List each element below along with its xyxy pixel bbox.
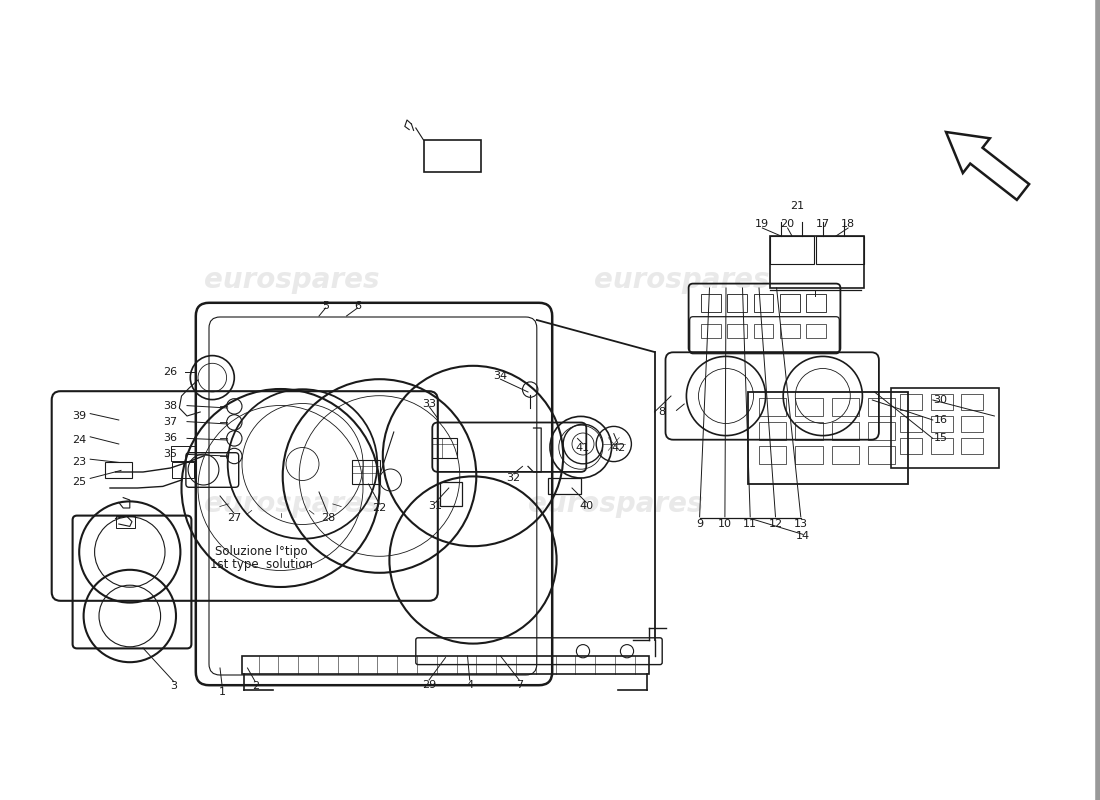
Bar bbox=[432, 438, 456, 458]
Text: 1: 1 bbox=[219, 687, 225, 697]
Bar bbox=[352, 460, 379, 484]
Bar bbox=[759, 422, 786, 440]
Bar bbox=[868, 446, 895, 464]
Bar bbox=[832, 398, 859, 416]
Bar bbox=[754, 324, 773, 338]
Text: 34: 34 bbox=[494, 371, 507, 381]
Text: 3: 3 bbox=[170, 682, 177, 691]
Bar bbox=[759, 398, 786, 416]
Bar bbox=[795, 398, 823, 416]
Bar bbox=[170, 446, 195, 461]
Text: 4: 4 bbox=[466, 680, 473, 690]
Bar bbox=[832, 446, 859, 464]
Bar bbox=[891, 388, 999, 468]
Text: 8: 8 bbox=[659, 407, 666, 417]
Bar bbox=[868, 422, 895, 440]
Bar bbox=[961, 416, 983, 432]
Text: 29: 29 bbox=[422, 680, 436, 690]
Bar bbox=[900, 438, 922, 454]
Text: Soluzione l°tipo: Soluzione l°tipo bbox=[216, 546, 308, 558]
Text: 17: 17 bbox=[816, 219, 829, 229]
Bar bbox=[931, 394, 953, 410]
Bar bbox=[116, 516, 135, 528]
Text: 11: 11 bbox=[744, 519, 757, 529]
Text: 24: 24 bbox=[73, 435, 86, 445]
Text: 18: 18 bbox=[842, 219, 855, 229]
Text: 5: 5 bbox=[322, 301, 329, 310]
Text: eurospares: eurospares bbox=[528, 490, 704, 518]
Text: 32: 32 bbox=[507, 473, 520, 482]
Bar bbox=[900, 394, 922, 410]
Bar bbox=[770, 236, 814, 264]
Bar bbox=[701, 324, 721, 338]
Bar bbox=[816, 236, 864, 264]
Bar bbox=[242, 656, 649, 674]
Text: 41: 41 bbox=[576, 443, 590, 453]
Text: 30: 30 bbox=[934, 395, 947, 405]
Text: 37: 37 bbox=[164, 417, 177, 426]
Text: 12: 12 bbox=[769, 519, 782, 529]
Text: 39: 39 bbox=[73, 411, 86, 421]
Bar bbox=[748, 392, 907, 484]
Bar bbox=[727, 324, 747, 338]
Text: 31: 31 bbox=[429, 502, 442, 511]
Text: 14: 14 bbox=[796, 531, 810, 541]
Bar bbox=[548, 478, 581, 494]
Text: 7: 7 bbox=[516, 680, 522, 690]
Text: 21: 21 bbox=[791, 201, 804, 210]
Bar bbox=[961, 438, 983, 454]
Text: 6: 6 bbox=[354, 301, 361, 310]
Text: 9: 9 bbox=[696, 519, 703, 529]
Bar bbox=[754, 294, 773, 312]
Text: 2: 2 bbox=[252, 682, 258, 691]
Bar bbox=[780, 294, 800, 312]
Bar bbox=[759, 446, 786, 464]
Text: 27: 27 bbox=[228, 513, 241, 522]
Text: eurospares: eurospares bbox=[594, 266, 770, 294]
Text: 33: 33 bbox=[422, 399, 436, 409]
Bar bbox=[701, 294, 721, 312]
Text: 42: 42 bbox=[612, 443, 625, 453]
Bar bbox=[931, 416, 953, 432]
Text: 22: 22 bbox=[373, 503, 386, 513]
Bar bbox=[770, 236, 864, 288]
Bar bbox=[440, 482, 462, 506]
Bar bbox=[931, 438, 953, 454]
Text: eurospares: eurospares bbox=[204, 266, 380, 294]
Text: 13: 13 bbox=[794, 519, 807, 529]
Text: 38: 38 bbox=[164, 401, 177, 410]
Bar bbox=[727, 294, 747, 312]
Text: 35: 35 bbox=[164, 450, 177, 459]
Bar bbox=[868, 398, 895, 416]
Bar bbox=[832, 422, 859, 440]
Bar bbox=[104, 462, 132, 478]
Text: eurospares: eurospares bbox=[204, 490, 380, 518]
FancyArrow shape bbox=[946, 132, 1030, 200]
Bar bbox=[806, 324, 826, 338]
Text: 40: 40 bbox=[580, 502, 593, 511]
Bar bbox=[172, 462, 194, 478]
Text: 23: 23 bbox=[73, 458, 86, 467]
Bar bbox=[795, 422, 823, 440]
Bar bbox=[780, 324, 800, 338]
Text: 25: 25 bbox=[73, 477, 86, 486]
Text: 28: 28 bbox=[321, 513, 334, 522]
Text: 1st type  solution: 1st type solution bbox=[210, 558, 313, 571]
Bar bbox=[806, 294, 826, 312]
Bar bbox=[795, 446, 823, 464]
Text: 26: 26 bbox=[164, 367, 177, 377]
Text: 10: 10 bbox=[718, 519, 732, 529]
Text: 36: 36 bbox=[164, 434, 177, 443]
Bar bbox=[900, 416, 922, 432]
Bar bbox=[424, 140, 481, 172]
Text: 15: 15 bbox=[934, 434, 947, 443]
Text: 16: 16 bbox=[934, 415, 947, 425]
Bar bbox=[961, 394, 983, 410]
Text: 20: 20 bbox=[781, 219, 794, 229]
Text: 19: 19 bbox=[756, 219, 769, 229]
